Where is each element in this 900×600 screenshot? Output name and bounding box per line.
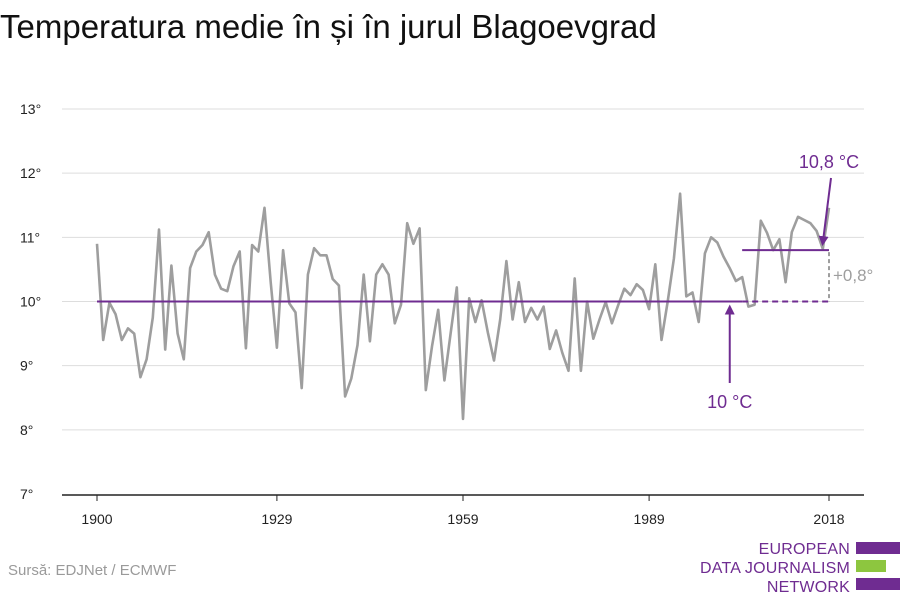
logo-bar-middle <box>856 560 886 572</box>
y-axis-ticks: 7° 8° 9° 10° 11° 12° 13° <box>20 101 41 502</box>
x-tick-label: 1959 <box>447 511 478 527</box>
logo-line-3: NETWORK <box>766 579 850 596</box>
x-tick-label: 1929 <box>261 511 292 527</box>
difference-label: +0,8° <box>833 266 873 285</box>
logo-text: EUROPEAN DATA JOURNALISM NETWORK <box>700 540 850 597</box>
chart-title: Temperatura medie în și în jurul Blagoev… <box>0 8 657 45</box>
y-tick-label: 12° <box>20 165 41 181</box>
y-tick-label: 13° <box>20 101 41 117</box>
source-note: Sursă: EDJNet / ECMWF <box>8 562 177 579</box>
y-tick-label: 9° <box>20 358 33 374</box>
y-tick-label: 10° <box>20 294 41 310</box>
grid-lines <box>62 108 864 431</box>
x-tick-label: 1900 <box>81 511 112 527</box>
y-tick-label: 11° <box>20 229 40 245</box>
recent-average-label: 10,8 °C <box>799 152 859 172</box>
baseline-label: 10 °C <box>707 392 752 412</box>
x-tick-label: 1989 <box>634 511 665 527</box>
x-axis: 1900 1929 1959 1989 2018 <box>62 494 864 527</box>
temperature-series-line <box>95 192 831 421</box>
series-layer <box>95 192 831 421</box>
logo-bar-top <box>856 542 900 554</box>
y-tick-label: 8° <box>20 422 33 438</box>
recent-average-arrow <box>818 177 832 247</box>
logo-line-2: DATA JOURNALISM <box>700 560 850 577</box>
logo-bar-bottom <box>856 578 900 590</box>
edjnet-logo[interactable]: EUROPEAN DATA JOURNALISM NETWORK <box>700 538 900 600</box>
logo-line-1: EUROPEAN <box>758 541 850 558</box>
x-tick-label: 2018 <box>813 511 844 527</box>
annotations: +0,8° 10 °C 10,8 °C <box>97 152 873 412</box>
y-tick-label: 7° <box>20 486 33 502</box>
